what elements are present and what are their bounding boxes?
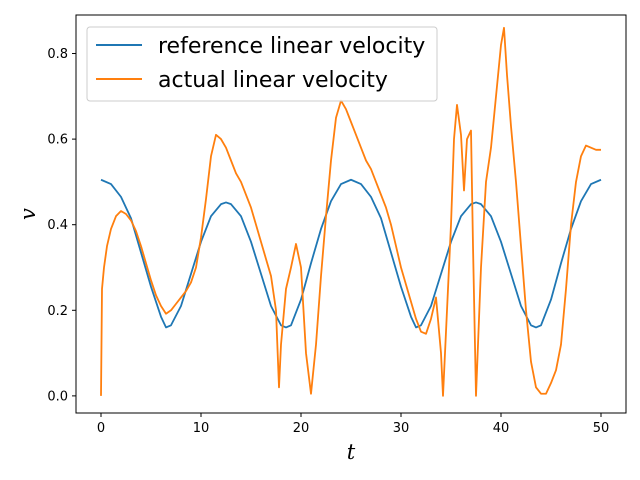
y-axis-label: v xyxy=(16,208,40,220)
x-axis-ticks: 0 10 20 30 40 50 xyxy=(97,413,609,436)
x-tick-label: 30 xyxy=(393,421,410,436)
series-line-1 xyxy=(100,178,602,329)
y-tick-label: 0.8 xyxy=(47,47,68,62)
y-tick-label: 0.0 xyxy=(47,389,68,404)
x-axis-label: t xyxy=(347,440,356,464)
legend: reference linear velocity actual linear v… xyxy=(86,26,438,102)
x-tick-label: 50 xyxy=(593,421,610,436)
legend-box xyxy=(86,26,438,102)
y-tick-label: 0.4 xyxy=(47,218,68,233)
y-tick-label: 0.6 xyxy=(47,133,68,148)
legend-label-2: actual linear velocity xyxy=(158,68,388,93)
plot-frame xyxy=(75,14,627,414)
y-tick-label: 0.2 xyxy=(47,304,68,319)
x-tick-label: 20 xyxy=(293,421,310,436)
legend-label-1: reference linear velocity xyxy=(158,34,425,59)
plot-lines xyxy=(100,26,602,397)
y-axis-ticks: 0.0 0.2 0.4 0.6 0.8 xyxy=(47,47,76,404)
x-tick-label: 40 xyxy=(493,421,510,436)
x-tick-label: 10 xyxy=(193,421,210,436)
x-tick-label: 0 xyxy=(97,421,105,436)
series-line-2 xyxy=(100,26,601,397)
